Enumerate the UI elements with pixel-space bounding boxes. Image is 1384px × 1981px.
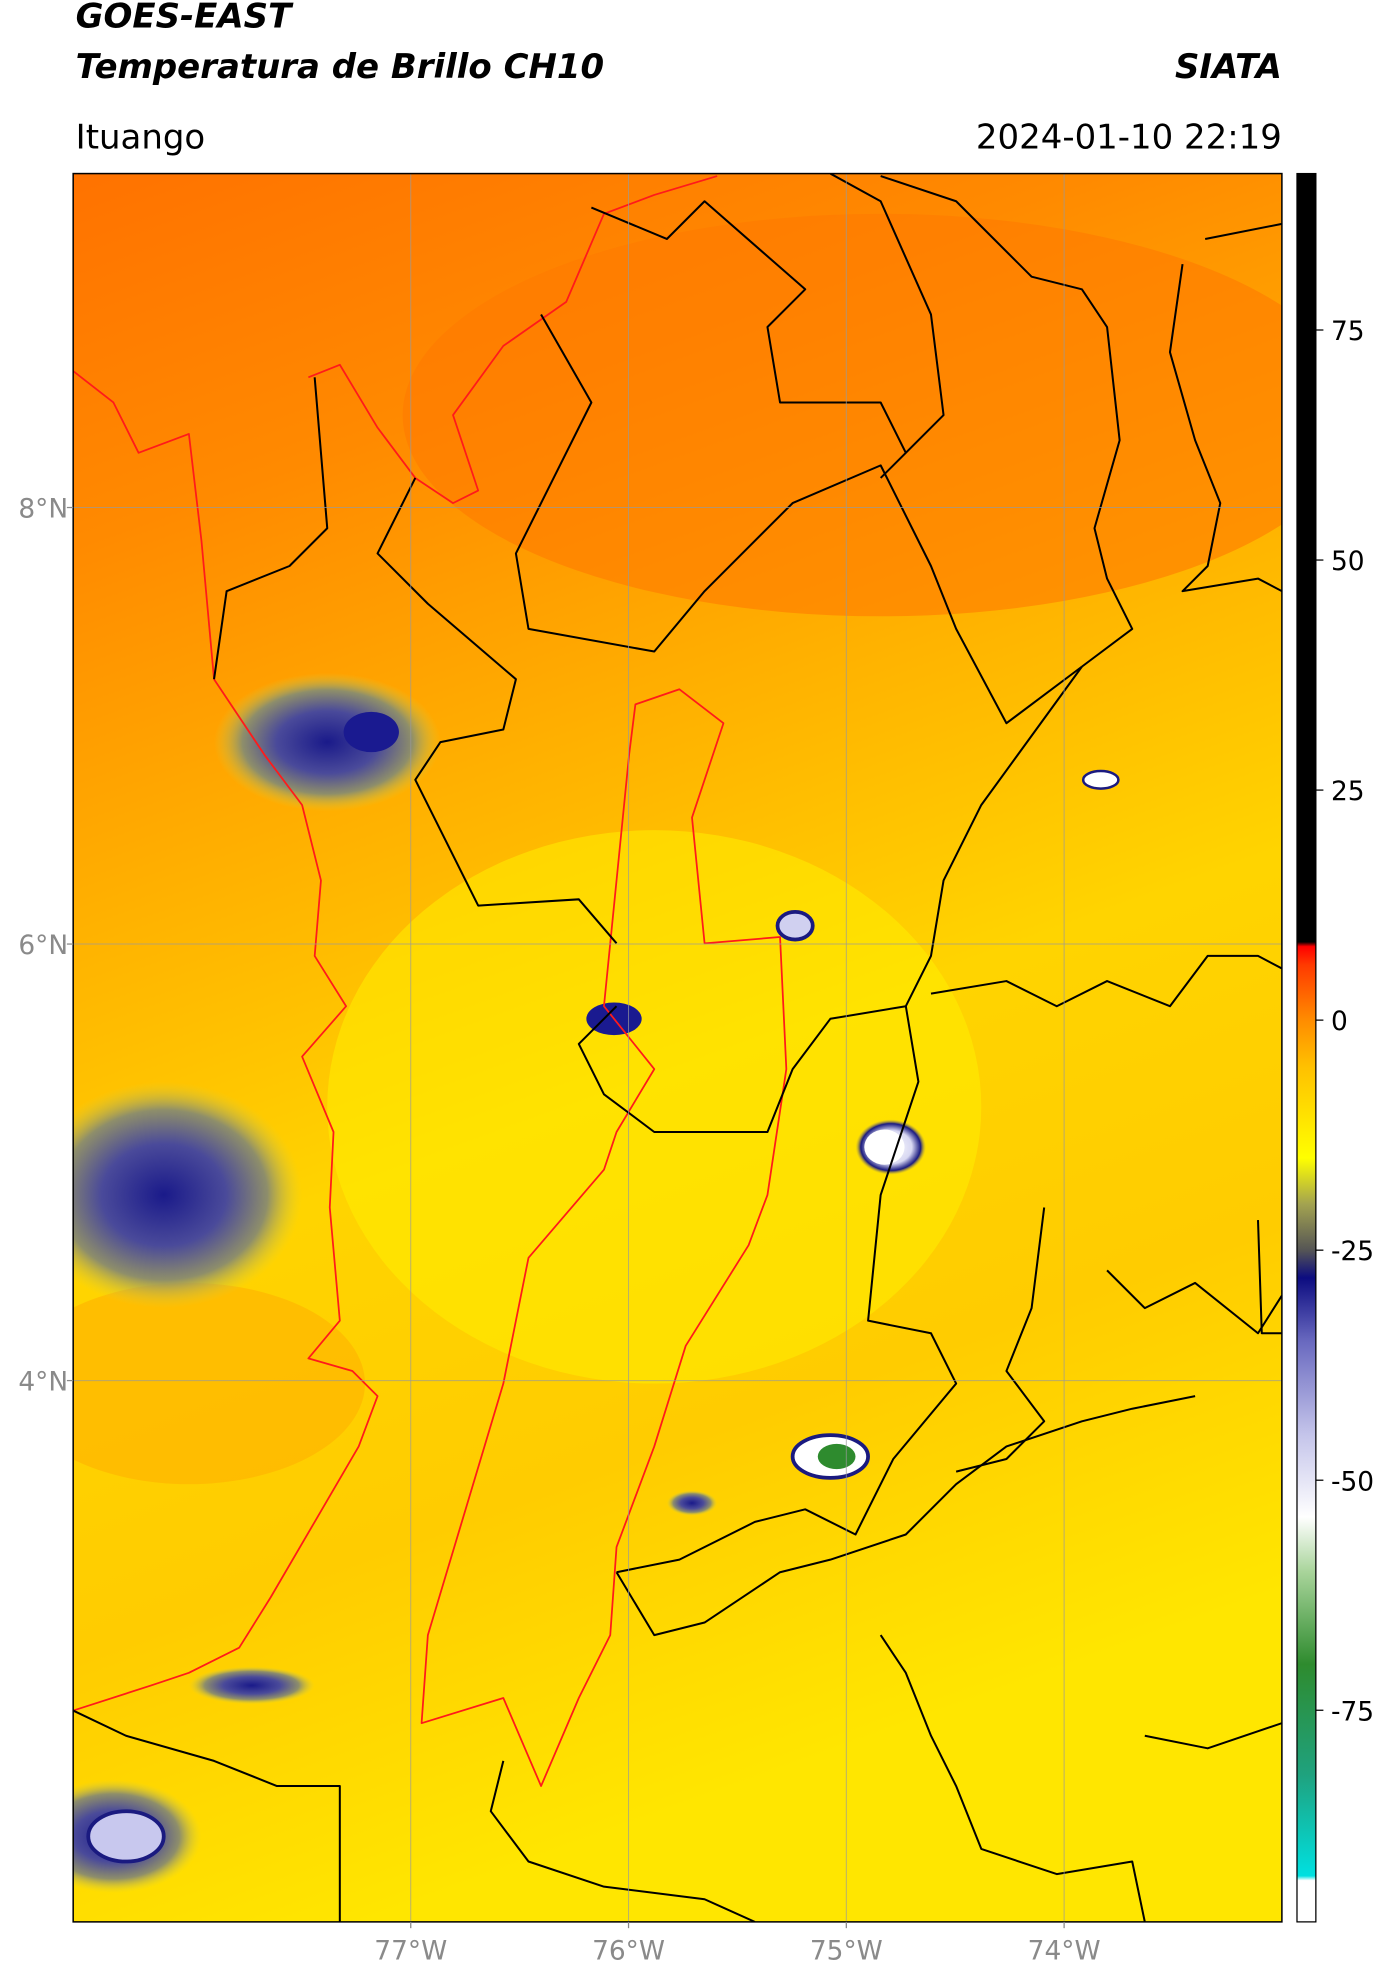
cloud (864, 1129, 905, 1165)
location: Ituango (76, 117, 206, 157)
colorbar-tick-label: -50 (1331, 1466, 1374, 1497)
admin-border (1168, 222, 1282, 1335)
colorbar-tick-label: 75 (1331, 316, 1365, 347)
admin-border (514, 313, 1083, 725)
cloud (1081, 769, 1120, 790)
map-frame (72, 172, 1283, 1923)
colorbar-tick-label: 50 (1331, 546, 1365, 577)
cloud (666, 1490, 718, 1516)
source: SIATA (1175, 47, 1282, 87)
colorbar-tick-label: -25 (1331, 1236, 1374, 1267)
cloud (214, 672, 441, 812)
y-tick-label: 4°N (18, 1367, 68, 1398)
x-tick-label: 75°W (810, 1936, 883, 1967)
graticule (73, 173, 1282, 1922)
map-axes: 77°W 76°W 75°W 74°W 8°N 6°N 4°N (18, 494, 1100, 1967)
warm-area (402, 213, 1282, 617)
coastline (73, 370, 379, 1712)
coastline (308, 175, 718, 504)
y-tick-label: 8°N (18, 494, 68, 525)
admin-border (590, 173, 1134, 668)
admin-border (213, 377, 618, 944)
basin-outline (420, 688, 788, 1787)
cloud (775, 910, 815, 942)
colorbar-tick-label: -75 (1331, 1696, 1374, 1727)
colorbar (1296, 172, 1317, 1923)
admin-border (616, 1006, 1282, 1574)
title-line2: Temperatura de Brillo CH10 (76, 47, 604, 87)
cloud (343, 711, 399, 753)
cloud (86, 1809, 166, 1864)
title-line1: GOES-EAST (76, 0, 294, 37)
colorbar-tick-label: 25 (1331, 776, 1365, 807)
x-tick-label: 76°W (592, 1936, 665, 1967)
colorbar-tick-label: 0 (1331, 1006, 1348, 1037)
x-tick-label: 74°W (1028, 1936, 1101, 1967)
cloud (73, 1081, 303, 1309)
x-tick-label: 77°W (374, 1936, 447, 1967)
map-image (73, 173, 1282, 1922)
admin-border (577, 666, 1282, 1134)
warm-area (73, 1282, 365, 1485)
y-tick-label: 6°N (18, 930, 68, 961)
admin-border (73, 1395, 1282, 1922)
cool-area (327, 830, 982, 1384)
cloud (188, 1666, 315, 1705)
timestamp: 2024-01-10 22:19 (976, 117, 1282, 157)
cloud (817, 1443, 856, 1470)
colorbar-ticks: 75 50 25 0 -25 -50 -75 (1315, 316, 1374, 1727)
